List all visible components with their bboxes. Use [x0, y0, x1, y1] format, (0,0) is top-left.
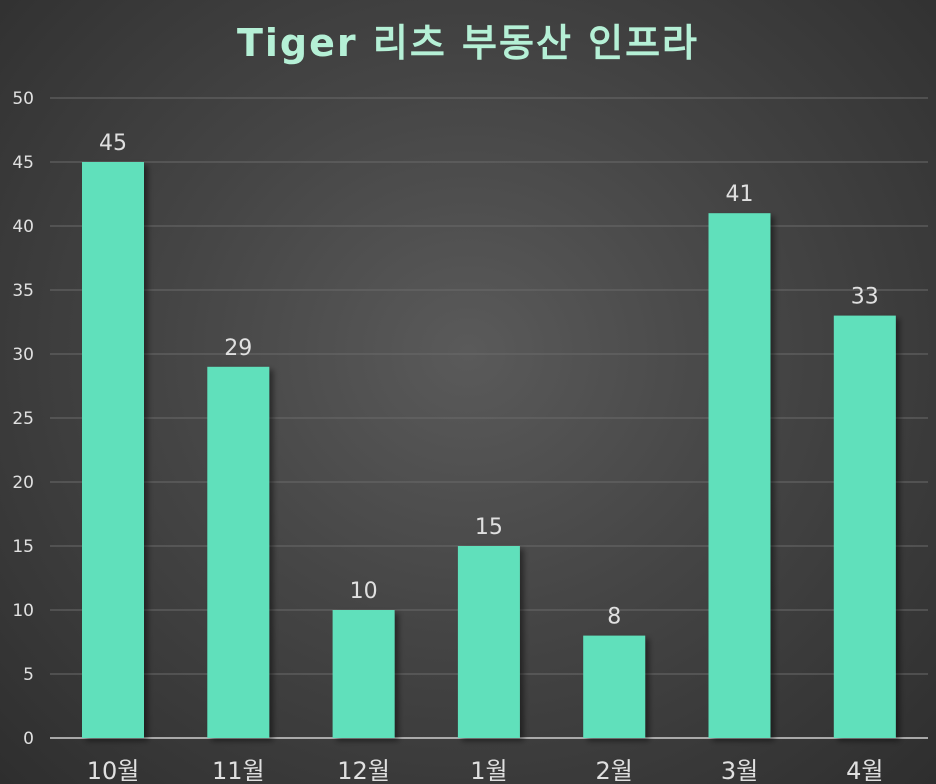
x-tick-label: 10월: [87, 757, 140, 784]
data-label: 29: [224, 336, 252, 361]
bar-1월: [457, 546, 520, 738]
bar-2월: [583, 635, 646, 738]
x-tick-label: 1월: [470, 757, 507, 784]
y-tick-label: 0: [23, 729, 34, 749]
bar-3월: [708, 213, 771, 738]
x-tick-label: 2월: [596, 757, 633, 784]
data-label: 41: [726, 182, 754, 207]
data-label: 8: [607, 605, 621, 630]
y-tick-label: 5: [23, 665, 34, 685]
gridlines: [50, 97, 928, 739]
y-tick-label: 15: [12, 537, 34, 557]
y-tick-label: 35: [12, 281, 34, 301]
bar-10월: [82, 162, 144, 738]
data-label: 10: [350, 579, 378, 604]
x-tick-label: 11월: [212, 757, 265, 784]
y-tick-label: 40: [12, 217, 34, 237]
x-axis: 10월 11월 12월 1월 2월 3월 4월: [87, 757, 884, 784]
y-tick-label: 45: [12, 153, 34, 173]
data-label: 33: [851, 285, 879, 310]
y-tick-label: 10: [12, 601, 34, 621]
bars: [82, 162, 896, 738]
y-tick-label: 20: [12, 473, 34, 493]
data-label: 15: [475, 515, 503, 540]
x-tick-label: 12월: [337, 757, 390, 784]
y-tick-label: 30: [12, 345, 34, 365]
bar-4월: [833, 315, 896, 738]
y-tick-label: 25: [12, 409, 34, 429]
chart-title: Tiger 리츠 부동산 인프라: [237, 21, 699, 65]
bar-12월: [332, 610, 395, 738]
x-tick-label: 3월: [721, 757, 758, 784]
x-tick-label: 4월: [846, 757, 883, 784]
y-tick-label: 50: [12, 89, 34, 109]
data-labels: 45 29 10 15 8 41 33: [99, 131, 879, 630]
y-axis: 0 5 10 15 20 25 30 35 40 45 50: [12, 89, 34, 749]
bar-11월: [207, 366, 270, 738]
data-label: 45: [99, 131, 127, 156]
